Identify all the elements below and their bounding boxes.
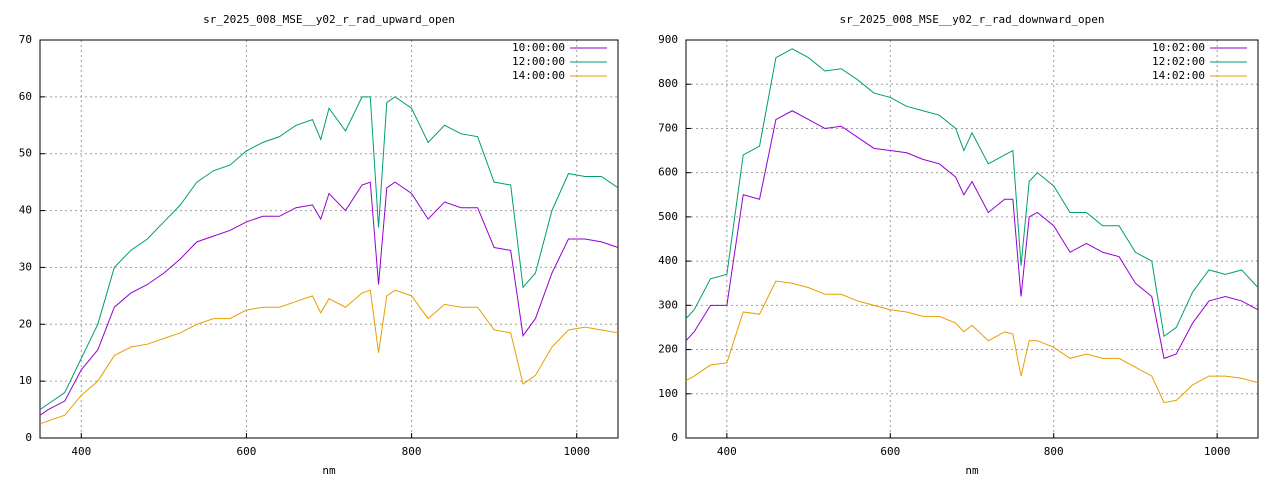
x-axis-label: nm bbox=[965, 464, 979, 477]
y-tick-label: 40 bbox=[19, 204, 32, 217]
x-tick-label: 400 bbox=[717, 445, 737, 458]
y-tick-label: 50 bbox=[19, 147, 32, 160]
legend-label: 12:00:00 bbox=[512, 55, 565, 68]
y-tick-label: 100 bbox=[658, 387, 678, 400]
data-line bbox=[685, 48, 1259, 338]
x-tick-label: 600 bbox=[236, 445, 256, 458]
plot-border bbox=[39, 39, 619, 439]
data-line bbox=[39, 96, 619, 410]
y-tick-label: 600 bbox=[658, 166, 678, 179]
data-line bbox=[39, 181, 619, 416]
y-tick-label: 70 bbox=[19, 33, 32, 46]
y-tick-label: 400 bbox=[658, 254, 678, 267]
x-tick-label: 600 bbox=[880, 445, 900, 458]
legend-label: 14:00:00 bbox=[512, 69, 565, 82]
y-tick-label: 30 bbox=[19, 260, 32, 273]
y-tick-label: 300 bbox=[658, 298, 678, 311]
y-tick-label: 10 bbox=[19, 374, 32, 387]
x-axis-label: nm bbox=[322, 464, 336, 477]
legend-label: 10:00:00 bbox=[512, 41, 565, 54]
y-tick-label: 0 bbox=[671, 431, 678, 444]
data-line bbox=[39, 289, 619, 425]
chart-title: sr_2025_008_MSE__y02_r_rad_downward_open bbox=[840, 13, 1105, 26]
y-tick-label: 0 bbox=[25, 431, 32, 444]
y-tick-label: 200 bbox=[658, 343, 678, 356]
plot-border bbox=[685, 39, 1259, 439]
legend-label: 12:02:00 bbox=[1152, 55, 1205, 68]
y-tick-label: 900 bbox=[658, 33, 678, 46]
x-tick-label: 1000 bbox=[563, 445, 590, 458]
y-tick-label: 20 bbox=[19, 317, 32, 330]
legend-label: 10:02:00 bbox=[1152, 41, 1205, 54]
chart-title: sr_2025_008_MSE__y02_r_rad_upward_open bbox=[203, 13, 455, 26]
y-tick-label: 500 bbox=[658, 210, 678, 223]
y-tick-label: 60 bbox=[19, 90, 32, 103]
legend-label: 14:02:00 bbox=[1152, 69, 1205, 82]
x-tick-label: 800 bbox=[1044, 445, 1064, 458]
y-tick-label: 800 bbox=[658, 77, 678, 90]
data-line bbox=[685, 110, 1259, 360]
x-tick-label: 1000 bbox=[1204, 445, 1231, 458]
data-line bbox=[685, 280, 1259, 404]
x-tick-label: 800 bbox=[402, 445, 422, 458]
y-tick-label: 700 bbox=[658, 121, 678, 134]
x-tick-label: 400 bbox=[71, 445, 91, 458]
